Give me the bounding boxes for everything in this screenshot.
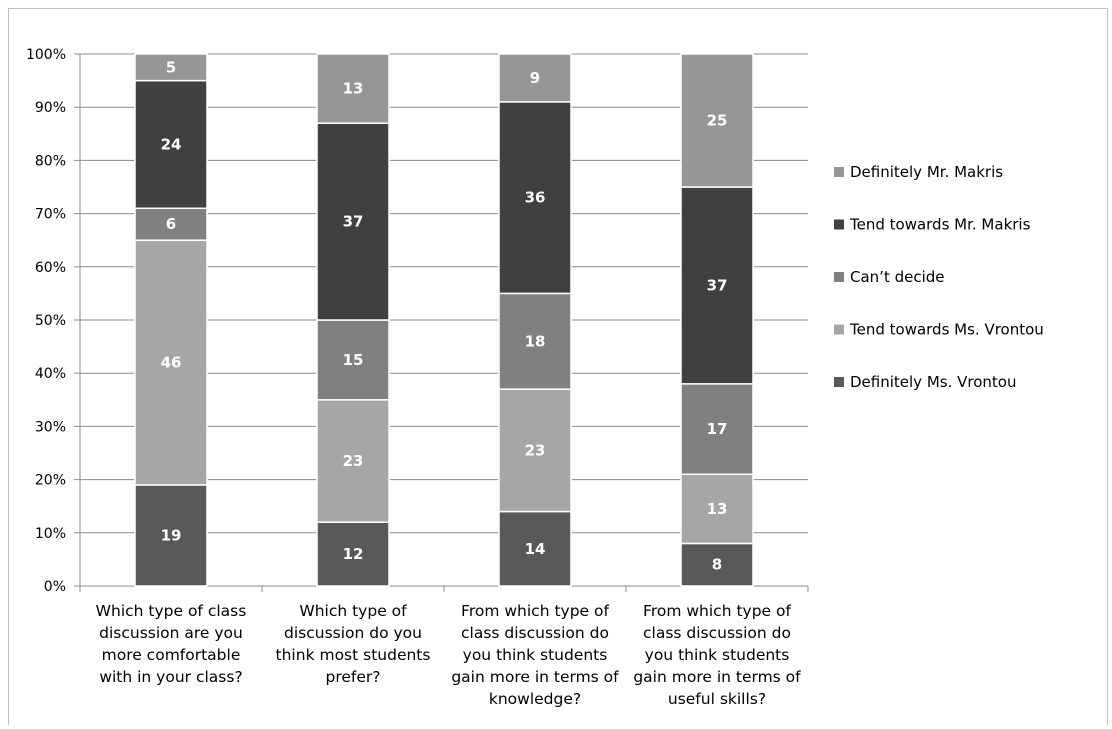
data-label: 13	[343, 80, 364, 98]
y-tick-label: 40%	[35, 366, 66, 382]
data-label: 12	[343, 545, 364, 563]
legend-label: Can’t decide	[850, 268, 945, 286]
legend-swatch	[834, 272, 844, 282]
data-label: 6	[166, 215, 176, 233]
data-label: 9	[530, 69, 540, 87]
bar-segment	[316, 521, 390, 587]
y-tick-label: 80%	[35, 153, 66, 169]
data-label: 15	[343, 351, 364, 369]
bar-segment	[498, 388, 572, 513]
data-label: 23	[525, 441, 546, 459]
data-label: 14	[525, 540, 546, 558]
x-category-label: Which type of class discussion are you m…	[95, 602, 247, 686]
y-tick-label: 60%	[35, 260, 66, 276]
data-label: 36	[525, 189, 546, 207]
legend-label: Tend towards Mr. Makris	[849, 216, 1031, 234]
data-label: 46	[161, 354, 182, 372]
data-label: 37	[343, 213, 364, 231]
bar-segment	[134, 53, 208, 82]
x-category-label: From which type of class discussion do y…	[451, 602, 619, 708]
y-tick-label: 10%	[35, 526, 66, 542]
data-label: 17	[707, 420, 728, 438]
data-label: 25	[707, 112, 728, 130]
bar-segment	[134, 239, 208, 486]
y-tick-label: 100%	[26, 47, 66, 63]
bar-segment	[498, 510, 572, 587]
bar-segment	[316, 122, 390, 321]
legend-swatch	[834, 219, 844, 230]
bar-segment	[498, 101, 572, 295]
bar-segment	[680, 186, 754, 385]
y-tick-label: 90%	[35, 100, 66, 116]
data-label: 23	[343, 452, 364, 470]
y-tick-label: 0%	[44, 579, 66, 595]
data-label: 19	[161, 526, 182, 544]
x-category-label: Which type of discussion do you think mo…	[275, 602, 431, 686]
y-tick-label: 70%	[35, 207, 66, 223]
data-label: 37	[707, 276, 728, 294]
y-tick-label: 50%	[35, 313, 66, 329]
data-label: 8	[712, 556, 722, 574]
legend-swatch	[834, 167, 844, 177]
y-tick-label: 20%	[35, 473, 66, 489]
bar-segment	[134, 79, 208, 210]
data-label: 18	[525, 332, 546, 350]
bar-segment	[498, 53, 572, 103]
data-label: 24	[161, 135, 182, 153]
bar-segment	[498, 292, 572, 390]
legend-label: Definitely Mr. Makris	[850, 163, 1003, 181]
bar-segment	[680, 542, 754, 587]
chart-frame	[8, 8, 1108, 725]
legend-label: Definitely Ms. Vrontou	[850, 373, 1016, 391]
data-label: 13	[707, 500, 728, 518]
legend-swatch	[834, 377, 844, 387]
legend-swatch	[834, 324, 844, 335]
bar-segment	[316, 53, 390, 124]
y-tick-label: 30%	[35, 419, 66, 435]
bar-segment	[680, 53, 754, 188]
legend-label: Tend towards Ms. Vrontou	[849, 321, 1044, 339]
bar-segment	[316, 399, 390, 523]
bar-segment	[316, 319, 390, 401]
bar-segment	[134, 484, 208, 587]
x-category-label: From which type of class discussion do y…	[633, 602, 801, 708]
data-label: 5	[166, 58, 176, 76]
